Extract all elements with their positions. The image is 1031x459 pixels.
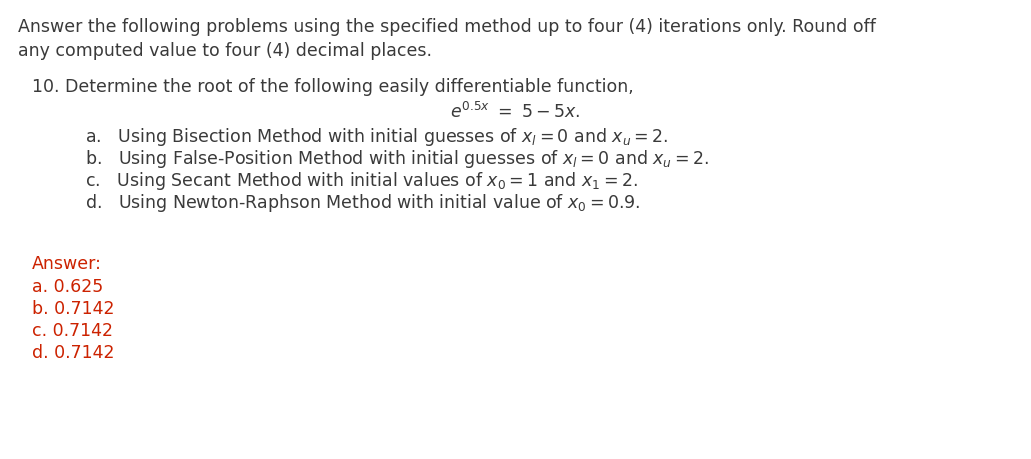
Text: a.   Using Bisection Method with initial guesses of $x_l = 0$ and $x_u = 2$.: a. Using Bisection Method with initial g… xyxy=(85,126,668,148)
Text: any computed value to four (4) decimal places.: any computed value to four (4) decimal p… xyxy=(18,42,432,60)
Text: Answer:: Answer: xyxy=(32,254,102,272)
Text: d. 0.7142: d. 0.7142 xyxy=(32,343,114,361)
Text: b. 0.7142: b. 0.7142 xyxy=(32,299,114,317)
Text: 10. Determine the root of the following easily differentiable function,: 10. Determine the root of the following … xyxy=(32,78,634,96)
Text: $e^{0.5x}\ =\ 5-5x.$: $e^{0.5x}\ =\ 5-5x.$ xyxy=(451,102,580,122)
Text: a. 0.625: a. 0.625 xyxy=(32,277,103,295)
Text: c.   Using Secant Method with initial values of $x_0 = 1$ and $x_1 = 2$.: c. Using Secant Method with initial valu… xyxy=(85,170,638,191)
Text: d.   Using Newton-Raphson Method with initial value of $x_0 = 0.9$.: d. Using Newton-Raphson Method with init… xyxy=(85,191,640,213)
Text: Answer the following problems using the specified method up to four (4) iteratio: Answer the following problems using the … xyxy=(18,18,876,36)
Text: b.   Using False-Position Method with initial guesses of $x_l = 0$ and $x_u = 2$: b. Using False-Position Method with init… xyxy=(85,148,709,170)
Text: c. 0.7142: c. 0.7142 xyxy=(32,321,113,339)
